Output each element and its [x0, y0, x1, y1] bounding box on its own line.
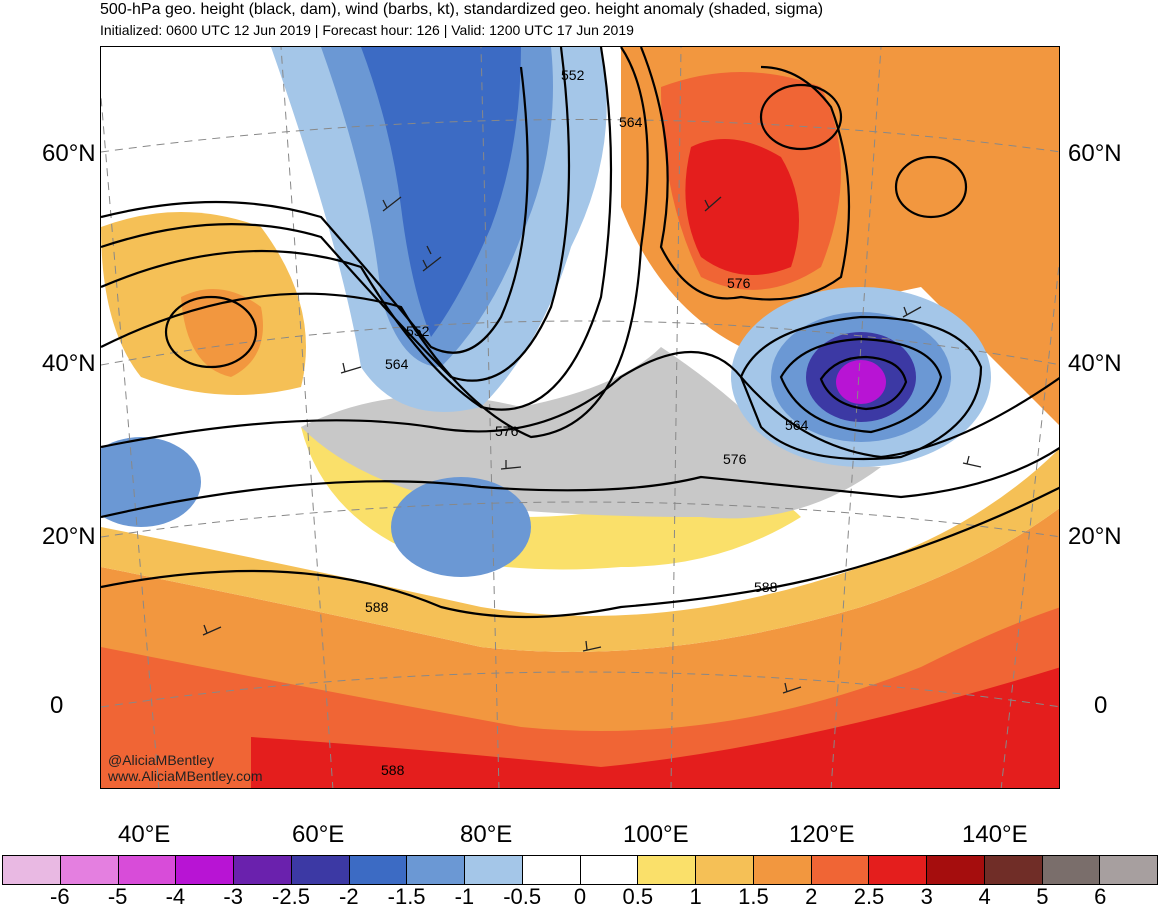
contour-label: 576: [723, 451, 747, 467]
lat-label-eq-left: 0: [50, 692, 64, 719]
colorbar-cell: [291, 856, 350, 884]
colorbar-cell: [811, 856, 870, 884]
colorbar-cell: [1042, 856, 1101, 884]
colorbar-tick-label: 0.5: [622, 884, 654, 909]
colorbar-cell: [118, 856, 177, 884]
moderate-positive-anomaly-region: [101, 448, 1059, 652]
colorbar-tick-label: -3: [223, 884, 243, 909]
colorbar-cell: [349, 856, 408, 884]
credit-website: www.AliciaMBentley.com: [108, 768, 263, 784]
colorbar-tick-label: 1: [689, 884, 702, 909]
anomaly-colorbar: [2, 855, 1158, 885]
colorbar-cell: [927, 856, 985, 884]
lat-label-40n-left: 40°N: [42, 350, 96, 377]
anomaly-map: 552 564 552 564 576 576 576 564 588 588 …: [100, 46, 1060, 789]
colorbar-cell: [407, 856, 465, 884]
colorbar-cell: [1100, 856, 1157, 884]
northeast-peak-anomaly-region: [685, 139, 799, 275]
map-canvas: 552 564 552 564 576 576 576 564 588 588 …: [101, 47, 1059, 788]
lat-label-20n-left: 20°N: [42, 523, 96, 550]
wind-barbs: [202, 196, 982, 694]
contour-label: 588: [754, 579, 778, 595]
colorbar-cell: [176, 856, 234, 884]
contour-label: 564: [385, 356, 409, 372]
contour-label: 588: [365, 599, 389, 615]
western-negative-anomaly: [101, 437, 201, 527]
map-title: 500-hPa geo. height (black, dam), wind (…: [100, 1, 824, 18]
colorbar-cell: [638, 856, 696, 884]
lon-label-60e: 60°E: [292, 821, 345, 848]
colorbar-tick-label: 2: [805, 884, 818, 909]
colorbar-tick-label: -1: [454, 884, 475, 909]
contour-label: 564: [619, 114, 643, 130]
colorbar-tick-label: 0: [573, 884, 587, 909]
colorbar-cell: [60, 856, 119, 884]
colorbar-cell: [696, 856, 754, 884]
colorbar-tick-label: 1.5: [738, 884, 769, 909]
contour-label: 564: [785, 417, 809, 433]
colorbar-tick-label: -0.5: [503, 884, 542, 909]
lon-label-80e: 80°E: [460, 821, 513, 848]
contour-label: 576: [727, 275, 751, 291]
colorbar-tick-label: 5: [1036, 884, 1049, 909]
lon-label-40e: 40°E: [118, 821, 171, 848]
colorbar-cell: [984, 856, 1043, 884]
colorbar-tick-label: -2.5: [272, 884, 310, 909]
colorbar-cell: [3, 856, 61, 884]
indian-negative-anomaly: [391, 477, 531, 577]
gray-trough-band: [301, 347, 881, 519]
colorbar-tick-label: -6: [50, 884, 70, 909]
colorbar-cell: [580, 856, 639, 884]
lat-label-eq-right: 0: [1094, 692, 1108, 719]
colorbar-tick-label: -4: [165, 884, 186, 909]
contour-label: 588: [381, 762, 405, 778]
height-contours: [101, 47, 1059, 619]
credit-handle: @AliciaMBentley: [108, 752, 215, 768]
colorbar-tick-label: 3: [920, 884, 933, 909]
contour-label: 552: [561, 67, 585, 83]
colorbar-tick-label: -1.5: [387, 884, 426, 909]
western-warm-core-region: [181, 289, 263, 377]
very-strong-positive-anomaly-region: [251, 667, 1059, 788]
lat-label-20n-right: 20°N: [1068, 523, 1122, 550]
contour-label: 576: [495, 423, 519, 439]
map-subtitle: Initialized: 0600 UTC 12 Jun 2019 | Fore…: [100, 22, 634, 38]
lat-label-60n-right: 60°N: [1068, 140, 1122, 167]
lon-label-120e: 120°E: [789, 821, 855, 848]
strong-negative-anomaly-trough: [361, 47, 521, 337]
lon-label-140e: 140°E: [962, 821, 1028, 848]
colorbar-cell: [234, 856, 292, 884]
colorbar-tick-label: 4: [978, 884, 991, 909]
colorbar-cell: [869, 856, 927, 884]
lat-label-60n-left: 60°N: [42, 140, 96, 167]
colorbar-tick-label: -5: [107, 884, 128, 909]
contour-labels: 552 564 552 564 576 576 576 564 588 588 …: [365, 67, 809, 778]
graticule: [101, 47, 1059, 788]
cutoff-low-core: [836, 360, 886, 404]
lon-label-100e: 100°E: [623, 821, 689, 848]
lat-label-40n-right: 40°N: [1068, 350, 1122, 377]
contour-label: 552: [406, 323, 430, 339]
colorbar-cell: [522, 856, 581, 884]
colorbar-tick-label: -2: [339, 884, 359, 909]
colorbar-tick-label: 6: [1094, 884, 1107, 909]
colorbar-cell: [465, 856, 523, 884]
colorbar-cell: [753, 856, 812, 884]
colorbar-tick-label: 2.5: [853, 884, 885, 909]
